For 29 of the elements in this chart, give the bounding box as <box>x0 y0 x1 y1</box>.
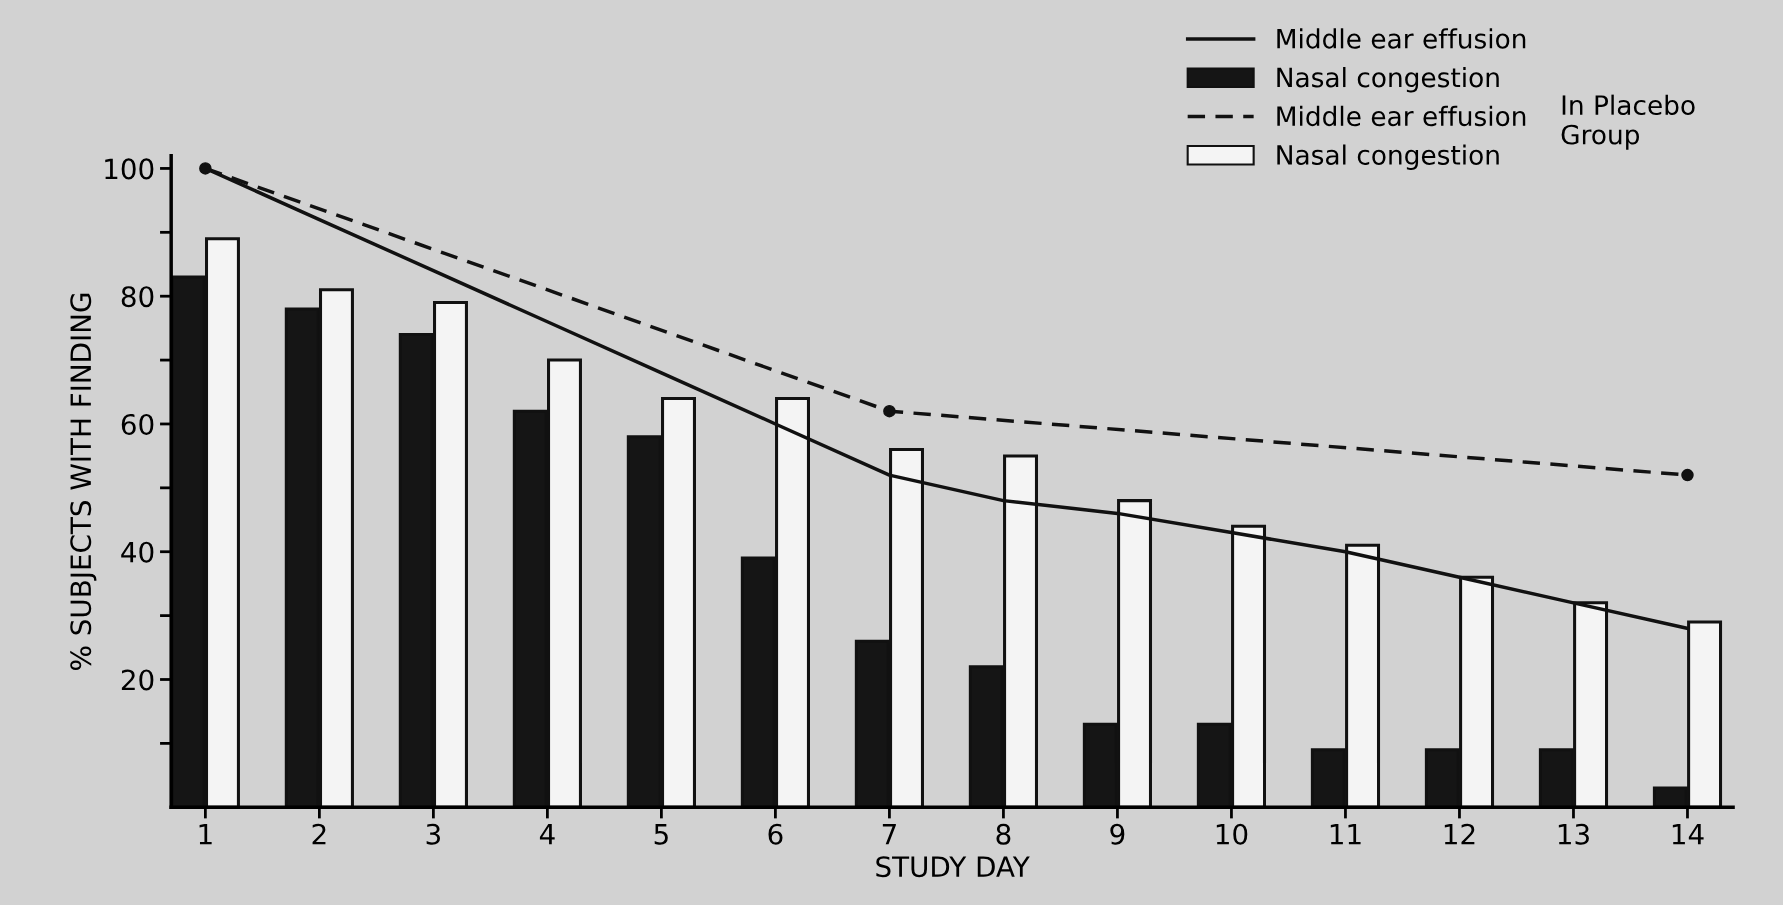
y-tick-label: 40 <box>121 541 154 563</box>
y-tick-label: 100 <box>105 158 154 180</box>
y-tick-label: 80 <box>121 286 154 308</box>
legend-label: Nasal congestion <box>1277 144 1499 171</box>
x-axis-title: STUDY DAY <box>876 856 1030 878</box>
x-tick-label: 13 <box>1558 823 1589 845</box>
x-tick-label: 6 <box>768 823 783 845</box>
y-tick-label: 20 <box>121 669 154 691</box>
x-tick-label: 1 <box>199 824 212 845</box>
x-tick-label: 9 <box>1110 823 1125 845</box>
point <box>1681 468 1694 482</box>
legend-label: Middle ear effusion <box>1277 28 1526 49</box>
point <box>883 404 896 418</box>
point <box>199 162 212 175</box>
y-tick-label: 60 <box>121 413 154 435</box>
legend-label: Middle ear effusion <box>1277 105 1526 127</box>
x-tick-label: 5 <box>654 824 668 845</box>
x-tick-label: 14 <box>1672 824 1704 845</box>
x-tick-label: 4 <box>539 824 555 845</box>
x-tick-label: 11 <box>1330 824 1361 845</box>
legend-label: Nasal congestion <box>1277 67 1499 93</box>
x-tick-label: 2 <box>312 823 326 845</box>
x-tick-label: 7 <box>882 824 896 845</box>
x-tick-label: 3 <box>426 823 440 845</box>
x-tick-label: 10 <box>1216 823 1248 845</box>
x-tick-label: 12 <box>1444 823 1475 845</box>
y-axis-title: % SUBJECTS WITH FINDING <box>70 293 97 670</box>
text: In Placebo Group <box>1561 94 1695 150</box>
x-tick-label: 8 <box>996 823 1011 845</box>
